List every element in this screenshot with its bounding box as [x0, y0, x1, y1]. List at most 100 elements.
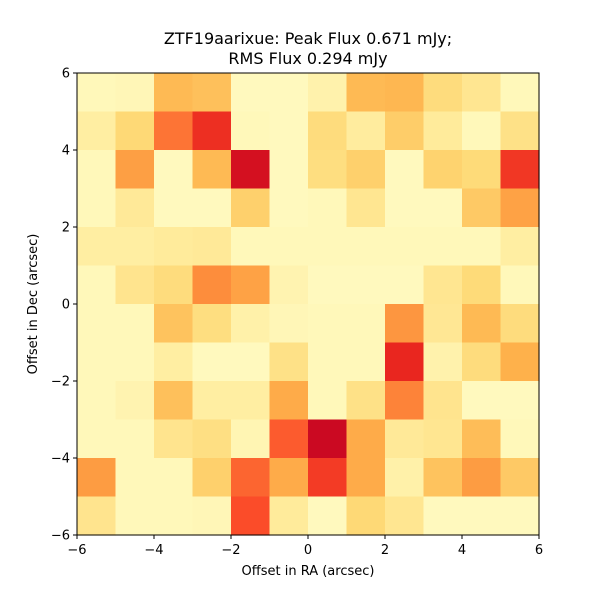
- heatmap-cell: [77, 419, 117, 459]
- heatmap-cell: [231, 381, 271, 421]
- heatmap-cell: [77, 111, 117, 151]
- heatmap-cell: [423, 227, 463, 267]
- heatmap-cell: [269, 304, 309, 344]
- heatmap-cell: [462, 342, 502, 382]
- heatmap-cell: [500, 150, 540, 190]
- heatmap-cell: [500, 188, 540, 228]
- heatmap-cell: [115, 342, 155, 382]
- heatmap-cell: [154, 458, 194, 498]
- heatmap-cell: [500, 496, 540, 536]
- heatmap-cell: [269, 496, 309, 536]
- heatmap-cell: [462, 150, 502, 190]
- heatmap-cells: [77, 73, 540, 536]
- heatmap-cell: [231, 342, 271, 382]
- heatmap-cell: [308, 188, 348, 228]
- y-tick-label: −6: [51, 529, 70, 544]
- heatmap-cell: [77, 458, 117, 498]
- x-tick-label: 4: [458, 543, 466, 558]
- heatmap-cell: [269, 150, 309, 190]
- heatmap-cell: [500, 381, 540, 421]
- heatmap-cell: [500, 265, 540, 305]
- heatmap-cell: [500, 227, 540, 267]
- heatmap-cell: [192, 73, 232, 113]
- heatmap-cell: [385, 304, 425, 344]
- heatmap-cell: [115, 496, 155, 536]
- heatmap-cell: [154, 73, 194, 113]
- heatmap-cell: [154, 188, 194, 228]
- heatmap-cell: [462, 265, 502, 305]
- x-tick-label: −6: [67, 543, 86, 558]
- heatmap-cell: [115, 188, 155, 228]
- heatmap-cell: [115, 73, 155, 113]
- heatmap-cell: [346, 304, 386, 344]
- heatmap-cell: [192, 111, 232, 151]
- heatmap-cell: [115, 419, 155, 459]
- heatmap-cell: [154, 265, 194, 305]
- x-tick-label: 2: [381, 543, 389, 558]
- heatmap-cell: [308, 381, 348, 421]
- heatmap-cell: [385, 150, 425, 190]
- heatmap-cell: [500, 458, 540, 498]
- heatmap-cell: [77, 342, 117, 382]
- heatmap-cell: [423, 73, 463, 113]
- heatmap-cell: [192, 304, 232, 344]
- heatmap-cell: [346, 150, 386, 190]
- heatmap-cell: [308, 496, 348, 536]
- heatmap-cell: [269, 381, 309, 421]
- heatmap-cell: [423, 496, 463, 536]
- heatmap-cell: [192, 150, 232, 190]
- x-tick-label: 6: [535, 543, 543, 558]
- heatmap-cell: [462, 381, 502, 421]
- heatmap-cell: [462, 304, 502, 344]
- heatmap-cell: [308, 458, 348, 498]
- heatmap-cell: [308, 111, 348, 151]
- heatmap-cell: [115, 304, 155, 344]
- y-tick-label: −4: [51, 452, 70, 467]
- x-tick-label: −4: [144, 543, 163, 558]
- heatmap-cell: [269, 342, 309, 382]
- heatmap-cell: [500, 111, 540, 151]
- heatmap-cell: [192, 227, 232, 267]
- heatmap-cell: [77, 304, 117, 344]
- heatmap-cell: [192, 342, 232, 382]
- heatmap-cell: [77, 188, 117, 228]
- heatmap-cell: [462, 73, 502, 113]
- heatmap-cell: [269, 111, 309, 151]
- heatmap-cell: [385, 496, 425, 536]
- heatmap-cell: [231, 419, 271, 459]
- heatmap-cell: [346, 496, 386, 536]
- heatmap-cell: [269, 419, 309, 459]
- heatmap-cell: [115, 265, 155, 305]
- heatmap-cell: [231, 304, 271, 344]
- heatmap-cell: [269, 188, 309, 228]
- heatmap-cell: [500, 419, 540, 459]
- heatmap-cell: [423, 111, 463, 151]
- heatmap-cell: [115, 150, 155, 190]
- heatmap-cell: [154, 419, 194, 459]
- heatmap-cell: [154, 304, 194, 344]
- heatmap-cell: [231, 111, 271, 151]
- heatmap-cell: [115, 227, 155, 267]
- heatmap-cell: [346, 419, 386, 459]
- heatmap-cell: [308, 227, 348, 267]
- heatmap-cell: [423, 188, 463, 228]
- heatmap-cell: [77, 150, 117, 190]
- heatmap-cell: [423, 342, 463, 382]
- heatmap-cell: [231, 150, 271, 190]
- heatmap-cell: [308, 419, 348, 459]
- heatmap-cell: [423, 381, 463, 421]
- heatmap-cell: [308, 73, 348, 113]
- heatmap-cell: [385, 73, 425, 113]
- heatmap-cell: [346, 227, 386, 267]
- heatmap-cell: [154, 342, 194, 382]
- heatmap-cell: [192, 188, 232, 228]
- heatmap-cell: [346, 458, 386, 498]
- heatmap-cell: [308, 150, 348, 190]
- y-tick-label: 6: [62, 67, 70, 82]
- heatmap-cell: [500, 342, 540, 382]
- heatmap-cell: [154, 150, 194, 190]
- heatmap-cell: [231, 458, 271, 498]
- heatmap-cell: [154, 111, 194, 151]
- heatmap-cell: [231, 265, 271, 305]
